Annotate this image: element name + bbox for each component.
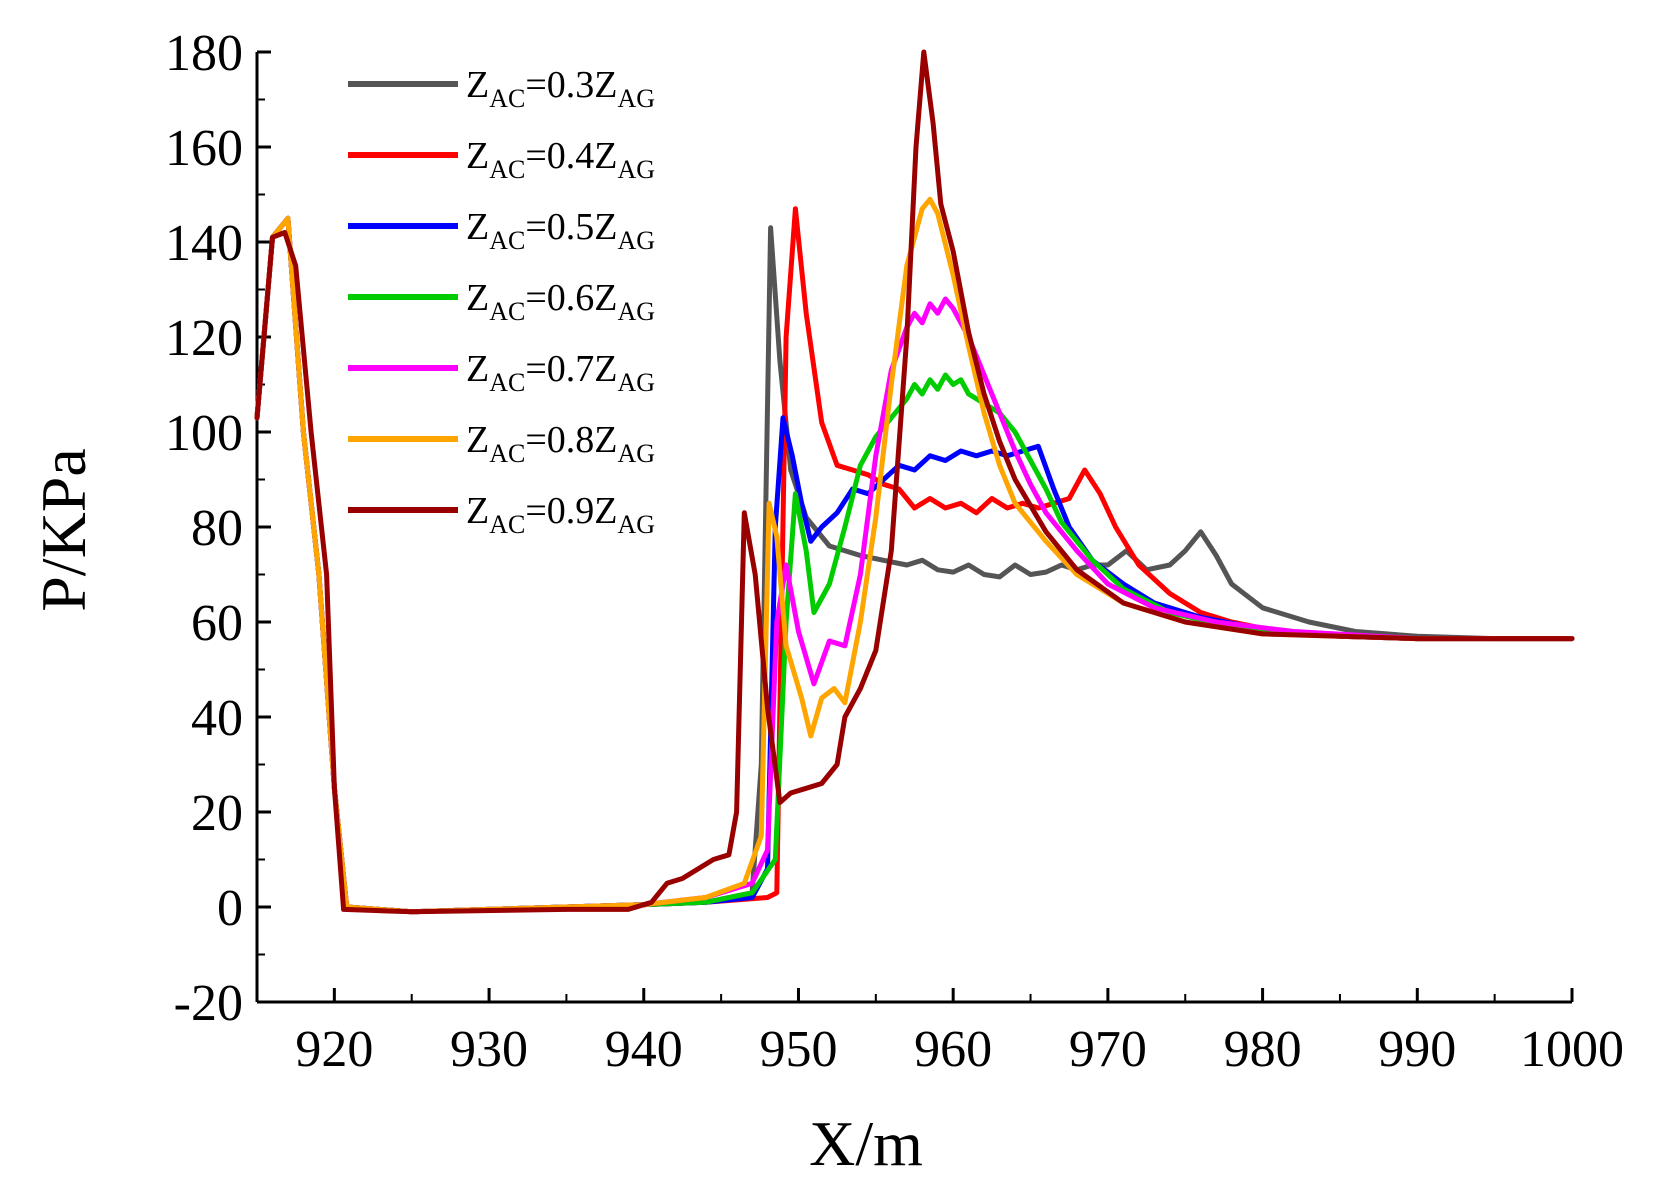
x-tick-label: 1000 [1520,1021,1624,1078]
x-tick-label: 920 [295,1021,373,1078]
x-tick-label: 980 [1224,1021,1302,1078]
legend: ZAC=0.3ZAG ZAC=0.4ZAG ZAC=0.5ZAG ZAC=0.6ZAG… [348,64,655,539]
series-line-6 [254,196,1575,915]
y-tick-label: 80 [191,500,243,557]
x-tick-label: 960 [914,1021,992,1078]
legend-label-1: ZAC=0.3ZAG [466,64,655,113]
legend-label-6: ZAC=0.8ZAG [466,419,655,468]
legend-label-4: ZAC=0.6ZAG [466,277,655,326]
legend-label-3: ZAC=0.5ZAG [466,206,655,255]
series-lines [254,49,1575,915]
x-tick-label: 970 [1069,1021,1147,1078]
series-line-1 [254,215,1575,915]
y-tick-label: 160 [165,120,243,177]
series-line-7 [254,49,1575,915]
legend-label-2: ZAC=0.4ZAG [466,135,655,184]
y-tick-label: 120 [165,310,243,367]
legend-label-5: ZAC=0.7ZAG [466,348,655,397]
y-tick-label: 60 [191,595,243,652]
y-tick-label: 20 [191,785,243,842]
y-tick-label: 0 [217,880,243,937]
y-tick-label: -20 [174,975,243,1032]
axes: -20 0 20 40 60 80 100 120 140 160 180 920 930 940 950 9… [165,25,1624,1078]
x-tick-label: 950 [759,1021,837,1078]
x-tick-label: 940 [605,1021,683,1078]
legend-label-7: ZAC=0.9ZAG [466,490,655,539]
y-tick-label: 40 [191,690,243,747]
y-tick-label: 180 [165,25,243,82]
x-tick-label: 990 [1378,1021,1456,1078]
y-tick-label: 100 [165,405,243,462]
x-tick-label: 930 [450,1021,528,1078]
y-tick-label: 140 [165,215,243,272]
x-axis-title: X/m [809,1108,923,1179]
y-axis-title: P/KPa [28,448,99,612]
